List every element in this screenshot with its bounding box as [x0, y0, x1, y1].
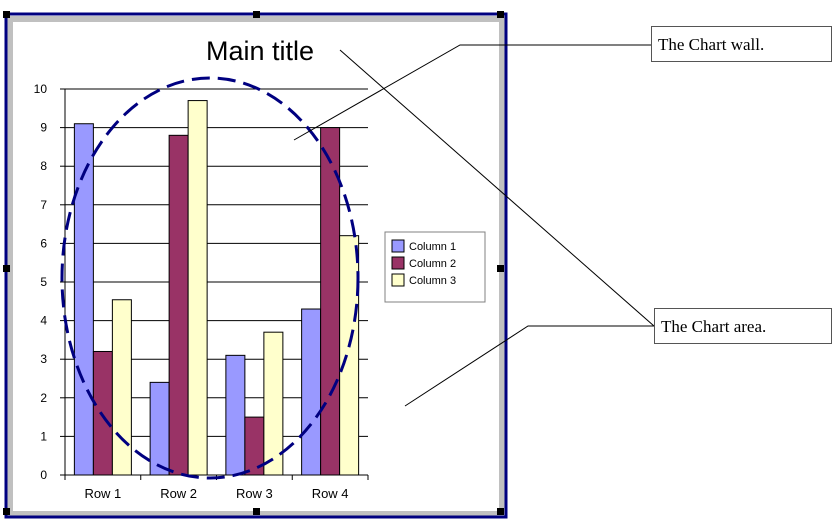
bars: [73, 100, 360, 476]
y-tick-label: 8: [40, 159, 47, 173]
resize-handle[interactable]: [497, 508, 504, 515]
y-tick-labels: 0 1 2 3 4 5 6 7 8 9 10: [34, 82, 48, 482]
bar[interactable]: [339, 235, 360, 476]
chart-title[interactable]: Main title: [206, 36, 314, 66]
area-leader-line: [404, 325, 654, 407]
bar[interactable]: [187, 100, 208, 476]
legend-label: Column 3: [409, 275, 456, 287]
callout-chart-area: The Chart area.: [654, 308, 832, 344]
resize-handle[interactable]: [3, 508, 10, 515]
resize-handle[interactable]: [497, 11, 504, 18]
resize-handle[interactable]: [497, 265, 504, 272]
legend-swatch: [391, 239, 405, 253]
y-tick-label: 7: [40, 198, 47, 212]
legend-label: Column 2: [409, 258, 456, 270]
x-tick-label: Row 4: [312, 486, 349, 501]
bar[interactable]: [320, 127, 341, 476]
legend-label: Column 1: [409, 241, 456, 253]
y-tick-label: 3: [40, 352, 47, 366]
bar[interactable]: [111, 299, 132, 476]
selection-handles: [3, 11, 504, 515]
bar[interactable]: [225, 354, 246, 476]
y-tick-label: 2: [40, 391, 47, 405]
y-tick-label: 10: [34, 82, 48, 96]
bar[interactable]: [301, 308, 322, 476]
legend-swatch: [391, 273, 405, 287]
chart-wall-highlight-ellipse: [60, 76, 360, 480]
y-tick-label: 4: [40, 314, 47, 328]
bar[interactable]: [168, 134, 189, 476]
x-tick-labels: Row 1 Row 2 Row 3 Row 4: [84, 486, 348, 501]
resize-handle[interactable]: [253, 11, 260, 18]
y-tick-label: 0: [40, 468, 47, 482]
legend[interactable]: Column 1 Column 2 Column 3: [384, 231, 486, 303]
title-leader-line: [339, 49, 655, 327]
y-tick-label: 1: [40, 429, 47, 443]
bar[interactable]: [92, 350, 113, 476]
bar[interactable]: [149, 381, 170, 476]
resize-handle[interactable]: [3, 265, 10, 272]
y-tick-label: 5: [40, 275, 47, 289]
x-tick-label: Row 3: [236, 486, 273, 501]
resize-handle[interactable]: [253, 508, 260, 515]
callout-chart-wall: The Chart wall.: [651, 26, 832, 62]
x-tick-label: Row 2: [160, 486, 197, 501]
x-tick-label: Row 1: [84, 486, 121, 501]
callout-lines: [293, 44, 655, 407]
legend-swatch: [391, 256, 405, 270]
wall-leader-line: [293, 44, 651, 141]
resize-handle[interactable]: [3, 11, 10, 18]
y-tick-label: 9: [40, 121, 47, 135]
y-tick-label: 6: [40, 236, 47, 250]
